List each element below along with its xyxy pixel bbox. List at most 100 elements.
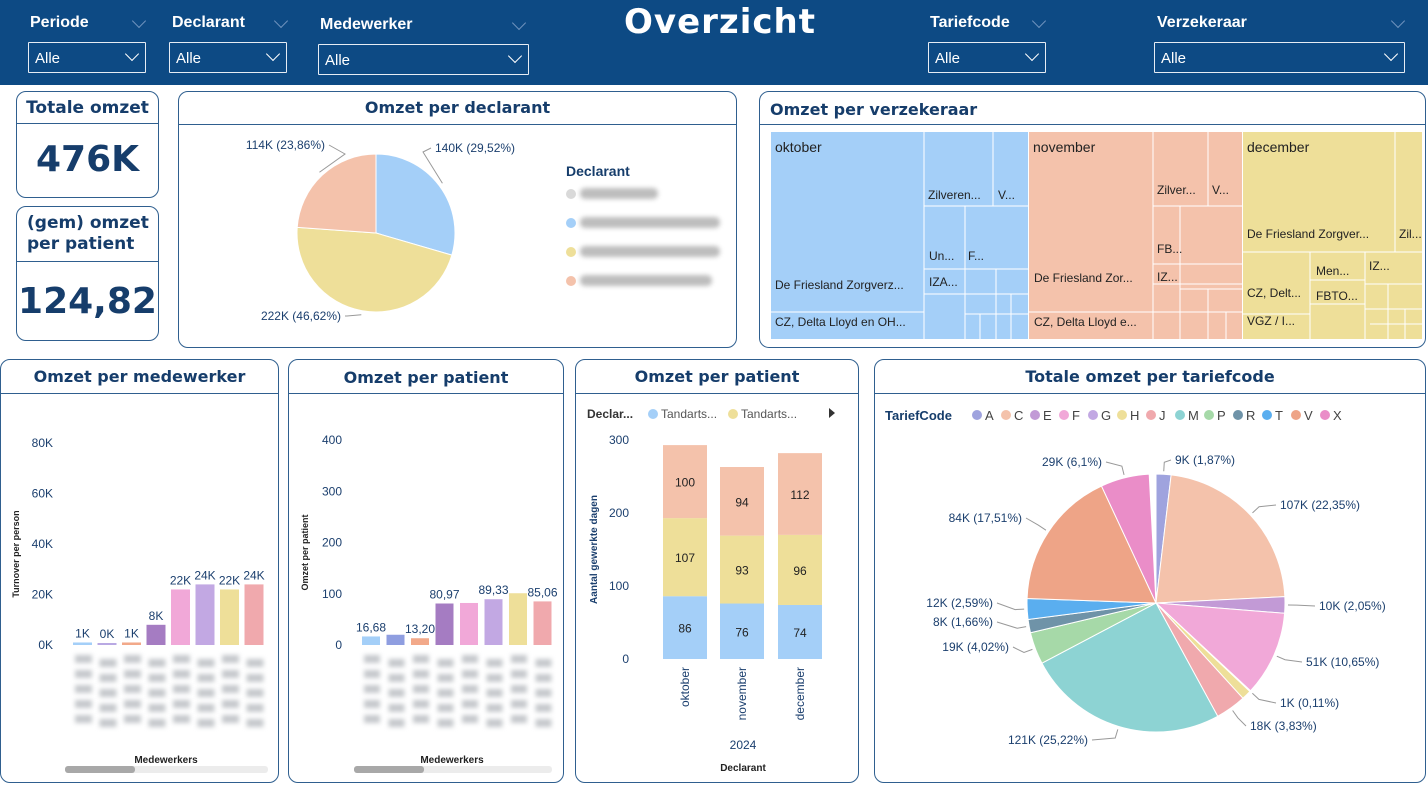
x-tick-label-redacted	[413, 700, 429, 708]
x-tick-label-redacted	[75, 700, 92, 708]
chevron-down-icon[interactable]	[1031, 13, 1047, 29]
stacked-bar-segment	[720, 603, 764, 659]
x-tick-label-redacted	[75, 670, 92, 678]
treemap-chart[interactable]: oktober november december Zilveren... V... Un…	[760, 124, 1427, 349]
legend-marker	[1088, 410, 1098, 420]
x-tick-label-redacted	[364, 685, 380, 693]
treemap-tile-label: FB...	[1157, 242, 1182, 256]
stacked-bar-segment	[663, 445, 707, 519]
treemap-tile-label: F...	[968, 249, 984, 263]
treemap-tile-label: Zilveren...	[928, 188, 981, 202]
slicer-value: Alle	[176, 50, 202, 67]
x-axis-title: Medewerkers	[134, 755, 198, 766]
pie-slice	[296, 226, 453, 313]
bar-data-label: 107	[675, 551, 695, 565]
declarant-pie-chart[interactable]: 140K (29,52%) 222K (46,62%) 114K (23,86%) D…	[179, 124, 738, 349]
x-tick-label-redacted	[486, 689, 503, 697]
card-title: Omzet per medewerker	[33, 367, 246, 386]
pie-data-label: 29K (6,1%)	[1042, 455, 1102, 469]
chevron-right-icon[interactable]	[829, 408, 835, 418]
header-bar: Periode Alle Declarant Alle Medewerker A…	[0, 0, 1428, 85]
y-tick-label: 300	[609, 433, 629, 447]
x-group-label: 2024	[730, 738, 757, 752]
bar-chart-patient[interactable]: 0 100 200 300 400 Omzet per patient 16,68 13,20…	[289, 393, 565, 783]
treemap-tile-label: V...	[998, 188, 1015, 202]
kpi-value: 124,82	[18, 281, 157, 322]
x-tick-label-redacted	[246, 689, 264, 697]
chevron-down-icon[interactable]	[131, 13, 147, 29]
scrollbar-thumb[interactable]	[65, 766, 135, 773]
kpi-label-line: (gem) omzet	[27, 213, 149, 233]
chevron-down-icon[interactable]	[1390, 13, 1406, 29]
treemap-group-label: december	[1247, 139, 1310, 155]
pie-slice	[1026, 485, 1157, 604]
x-tick-label-redacted	[486, 719, 503, 727]
tariefcode-pie-chart[interactable]: TariefCode A C E F G H J M P R T V X 9K (1,87%) 107K (2…	[875, 393, 1427, 783]
pie-data-label: 84K (17,51%)	[949, 511, 1022, 525]
bar-data-label: 22K	[219, 573, 240, 587]
bar-data-label: 22K	[170, 573, 191, 587]
card-treemap: Omzet per verzekeraar oktober november dec…	[759, 91, 1426, 348]
chevron-down-icon[interactable]	[273, 13, 289, 29]
treemap-tile-label: Men...	[1316, 264, 1349, 278]
x-tick-label-redacted	[173, 655, 190, 663]
slicer-dropdown[interactable]: Alle	[169, 42, 287, 73]
x-tick-label-redacted	[99, 674, 117, 682]
slicer-value: Alle	[1161, 50, 1187, 67]
pie-slice	[296, 153, 377, 234]
card-title: Omzet per patient	[634, 367, 800, 386]
bar	[195, 584, 215, 645]
x-tick-label-redacted	[75, 655, 92, 663]
stacked-bar-segment	[778, 604, 822, 659]
bar	[171, 589, 190, 645]
divider	[1, 393, 278, 394]
y-tick-label: 0	[622, 652, 629, 666]
bar	[244, 584, 264, 645]
x-tick-label-redacted	[148, 719, 166, 727]
scrollbar-thumb[interactable]	[354, 766, 424, 773]
card-tariefcode-pie: Totale omzet per tariefcode TariefCode A C…	[874, 359, 1426, 783]
legend-marker	[1204, 410, 1214, 420]
leader-line	[1091, 729, 1119, 741]
x-tick-label-redacted	[246, 659, 264, 667]
legend-marker	[1146, 410, 1156, 420]
bar-data-label: 1K	[124, 626, 139, 640]
x-tick-label-redacted	[197, 704, 215, 712]
chevron-down-icon[interactable]	[511, 15, 527, 31]
bar	[122, 642, 141, 645]
leader-line	[1252, 504, 1277, 514]
bar	[220, 589, 239, 645]
slicer-dropdown[interactable]: Alle	[1154, 42, 1405, 73]
x-tick-label-redacted	[462, 715, 478, 723]
leader-line	[1252, 692, 1277, 704]
x-tick-label-redacted	[246, 674, 264, 682]
treemap-tile-label: Zilver...	[1157, 183, 1196, 197]
x-tick-label-redacted	[535, 674, 552, 682]
y-tick-label: 60K	[32, 487, 53, 501]
bar-data-label: 96	[793, 564, 807, 578]
x-tick-label-redacted	[437, 719, 454, 727]
stacked-bar-segment	[778, 453, 822, 535]
card-days-per-month: Omzet per patient Declar... Tandarts... Ta…	[575, 359, 859, 783]
treemap-tile-label: Un...	[929, 249, 954, 263]
slicer-dropdown[interactable]: Alle	[28, 42, 146, 73]
x-tick-label-redacted	[246, 704, 264, 712]
y-tick-label: 0	[335, 638, 342, 652]
x-tick-label-redacted	[197, 659, 215, 667]
legend-marker	[1233, 410, 1243, 420]
legend-label: H	[1130, 408, 1139, 423]
bar-data-label: 74	[793, 626, 807, 640]
kpi-label: Totale omzet	[26, 98, 149, 118]
treemap-tile-label: CZ, Delta Lloyd en OH...	[775, 315, 906, 329]
slicer-dropdown[interactable]: Alle	[318, 44, 529, 75]
x-tick-label-redacted	[364, 670, 380, 678]
x-tick-label-redacted	[462, 685, 478, 693]
leader-line	[422, 147, 443, 184]
pie-data-label: 9K (1,87%)	[1175, 453, 1235, 467]
bar-chart-employee[interactable]: 0K 20K 40K 60K 80K Turnover per person 1K 0K 1K 8…	[1, 393, 280, 783]
pie-slice	[1100, 473, 1157, 604]
treemap-group	[1029, 132, 1242, 339]
stacked-bar-chart[interactable]: Declar... Tandarts... Tandarts... 0 100 200 30…	[576, 393, 860, 783]
bar	[146, 624, 166, 645]
slicer-dropdown[interactable]: Alle	[928, 42, 1046, 73]
